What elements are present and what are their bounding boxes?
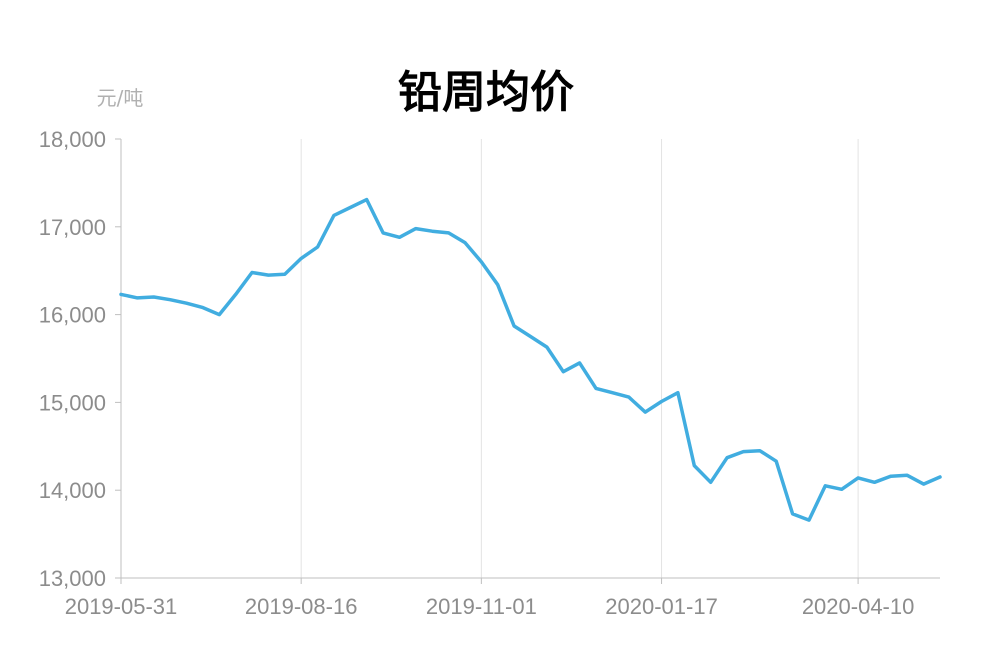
x-tick-label: 2019-11-01 (426, 594, 537, 619)
series-layer (119, 197, 942, 522)
gridlines (300, 139, 859, 578)
x-tick-label: 2019-08-16 (245, 594, 358, 619)
y-tick-label: 14,000 (39, 478, 106, 503)
chart-title: 铅周均价 (398, 67, 574, 118)
y-tick-label: 15,000 (39, 390, 106, 415)
x-axis-ticks: 2019-05-31 2019-08-16 2019-11-01 2020-01-17… (65, 594, 915, 619)
y-tick-label: 13,000 (39, 566, 106, 591)
y-tick-label: 17,000 (39, 215, 106, 240)
y-tick-label: 18,000 (39, 127, 106, 152)
axes (115, 138, 940, 584)
y-tick-label: 16,000 (39, 303, 106, 328)
series-line (119, 197, 942, 522)
y-axis-ticks: 13,000 14,000 15,000 16,000 17,000 18,000 (39, 127, 106, 591)
unit-label: 元/吨 (97, 86, 144, 110)
x-tick-label: 2020-04-10 (802, 594, 915, 619)
x-tick-label: 2019-05-31 (65, 594, 178, 619)
x-tick-label: 2020-01-17 (605, 594, 718, 619)
